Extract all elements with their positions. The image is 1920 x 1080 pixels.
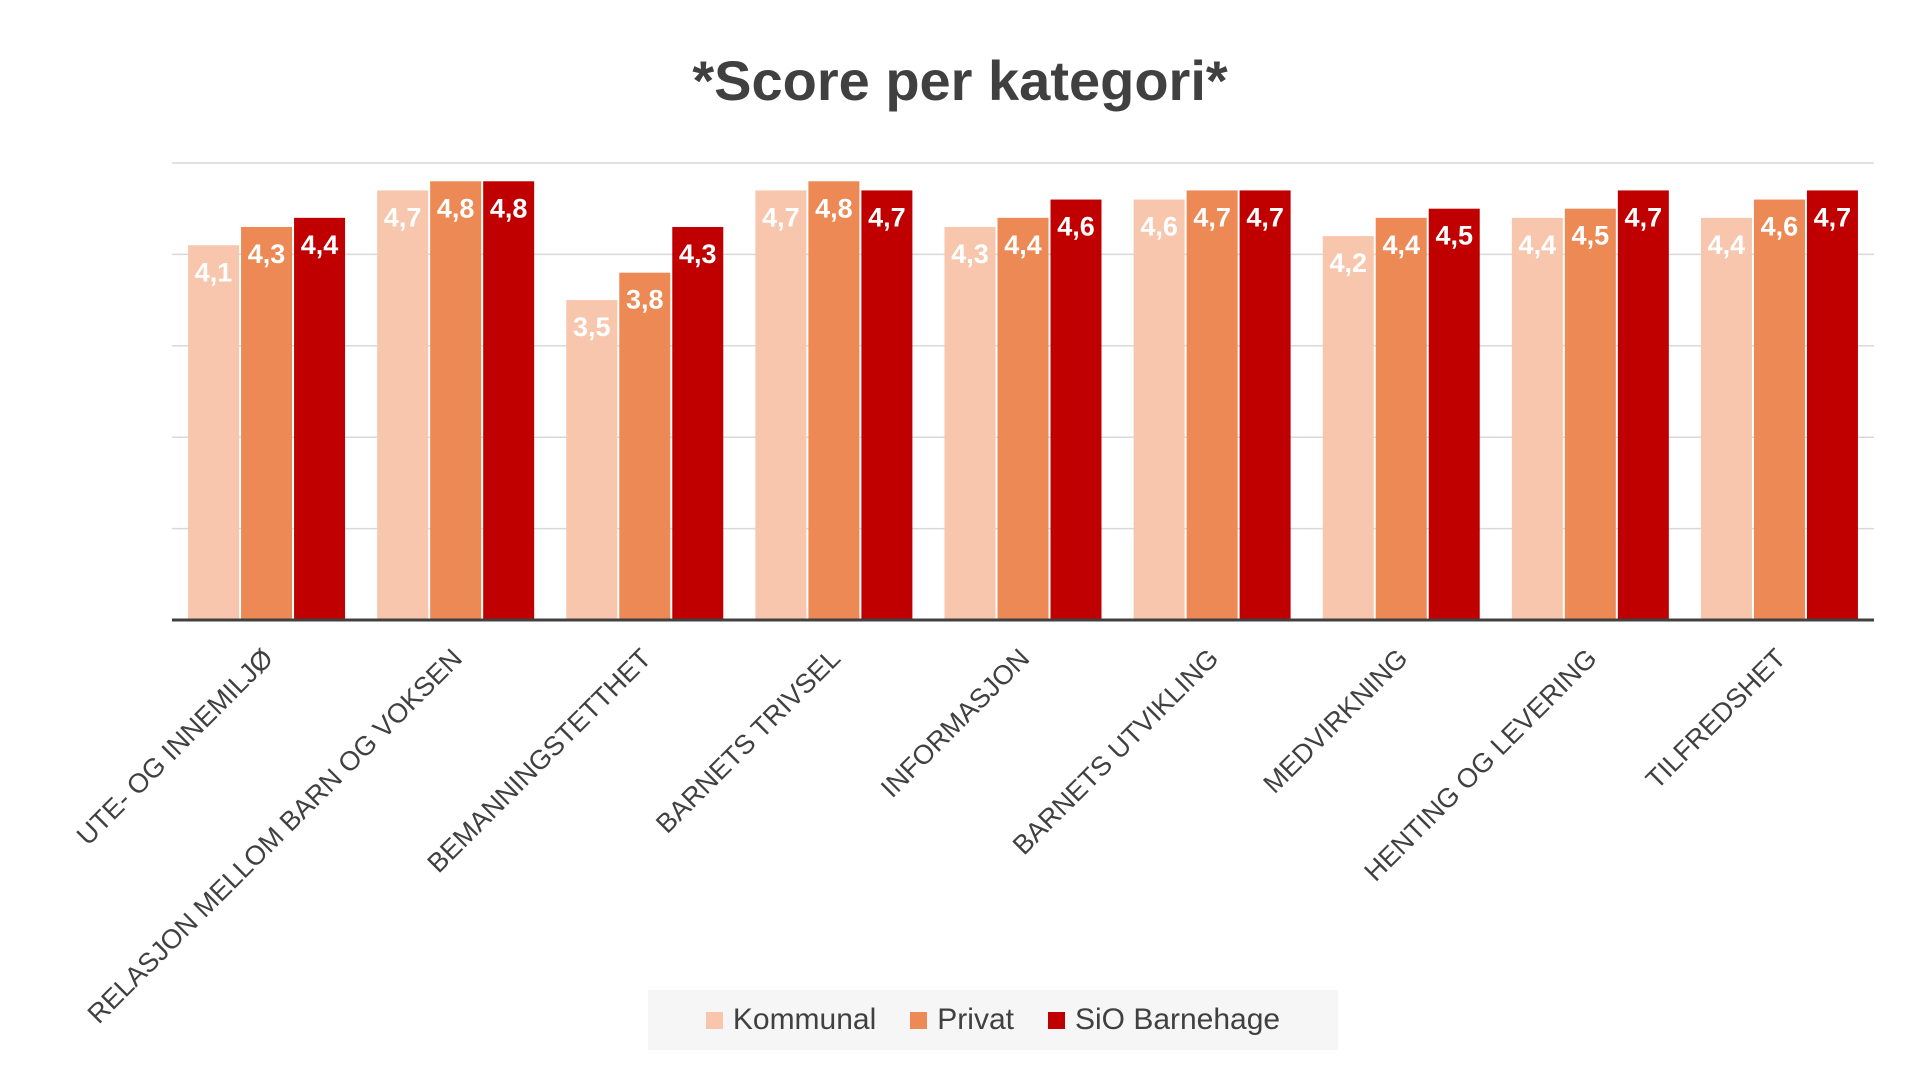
legend-label: Kommunal xyxy=(732,1003,877,1036)
bar xyxy=(672,226,724,621)
data-label: 4,4 xyxy=(1382,230,1420,260)
bar xyxy=(1753,199,1805,620)
bar xyxy=(1511,217,1563,620)
bar xyxy=(430,181,482,620)
bar xyxy=(566,300,618,620)
bar xyxy=(944,226,996,621)
bar xyxy=(1564,208,1616,620)
data-label: 4,8 xyxy=(490,193,528,223)
data-label: 4,2 xyxy=(1329,248,1367,278)
data-label: 4,7 xyxy=(1625,202,1663,232)
data-label: 3,5 xyxy=(573,312,611,342)
legend-item: Kommunal xyxy=(705,1003,877,1037)
bar xyxy=(755,190,807,621)
legend-item: Privat xyxy=(910,1003,1014,1037)
bar xyxy=(861,190,913,621)
bar xyxy=(1617,190,1669,621)
category-label: BARNETS UTVIKLING xyxy=(1007,643,1224,860)
data-label: 4,8 xyxy=(815,193,853,223)
data-label: 3,8 xyxy=(626,285,664,315)
bar xyxy=(619,272,671,620)
category-label: MEDVIRKNING xyxy=(1258,643,1414,799)
bar xyxy=(1322,236,1374,620)
data-label: 4,4 xyxy=(301,230,339,260)
data-label: 4,8 xyxy=(437,193,475,223)
data-label: 4,7 xyxy=(762,202,800,232)
legend-label: Privat xyxy=(937,1003,1014,1036)
bar xyxy=(241,226,293,621)
legend-swatch xyxy=(705,1011,723,1029)
legend-item: SiO Barnehage xyxy=(1047,1003,1281,1037)
chart-legend: Kommunal Privat SiO Barnehage xyxy=(648,990,1338,1050)
bar xyxy=(1700,217,1752,620)
category-label: UTE- OG INNEMILJØ xyxy=(71,643,279,851)
data-label: 4,3 xyxy=(679,239,717,269)
legend-label: SiO Barnehage xyxy=(1074,1003,1281,1036)
data-label: 4,3 xyxy=(248,239,286,269)
category-label: INFORMASJON xyxy=(875,643,1035,803)
data-label: 4,4 xyxy=(1519,230,1557,260)
data-label: 4,7 xyxy=(1193,202,1231,232)
data-label: 4,5 xyxy=(1435,221,1473,251)
category-label: RELASJON MELLOM BARN OG VOKSEN xyxy=(82,643,468,1029)
data-label: 4,3 xyxy=(951,239,989,269)
bar xyxy=(1806,190,1858,621)
bar xyxy=(483,181,535,620)
category-label: BEMANNINGSTETTHET xyxy=(422,643,657,878)
bar xyxy=(1133,199,1185,620)
bar xyxy=(1375,217,1427,620)
data-label: 4,7 xyxy=(1246,202,1284,232)
data-label: 4,6 xyxy=(1761,212,1799,242)
bar xyxy=(377,190,429,621)
data-label: 4,7 xyxy=(1814,202,1852,232)
data-label: 4,6 xyxy=(1057,212,1095,242)
bar xyxy=(1428,208,1480,620)
data-label: 4,7 xyxy=(384,202,422,232)
data-label: 4,5 xyxy=(1572,221,1610,251)
bar xyxy=(1050,199,1102,620)
data-label: 4,4 xyxy=(1004,230,1042,260)
bar xyxy=(1186,190,1238,621)
data-label: 4,7 xyxy=(868,202,906,232)
bar xyxy=(997,217,1049,620)
bar xyxy=(808,181,860,620)
chart-title: *Score per kategori* xyxy=(692,49,1228,112)
bar xyxy=(1239,190,1291,621)
data-label: 4,1 xyxy=(195,257,233,287)
legend-swatch xyxy=(1047,1011,1065,1029)
bar xyxy=(188,245,240,620)
data-label: 4,6 xyxy=(1140,212,1178,242)
category-label: BARNETS TRIVSEL xyxy=(650,643,846,839)
category-label: TILFREDSHET xyxy=(1640,643,1792,795)
bar xyxy=(294,217,346,620)
legend-swatch xyxy=(910,1011,928,1029)
data-label: 4,4 xyxy=(1708,230,1746,260)
